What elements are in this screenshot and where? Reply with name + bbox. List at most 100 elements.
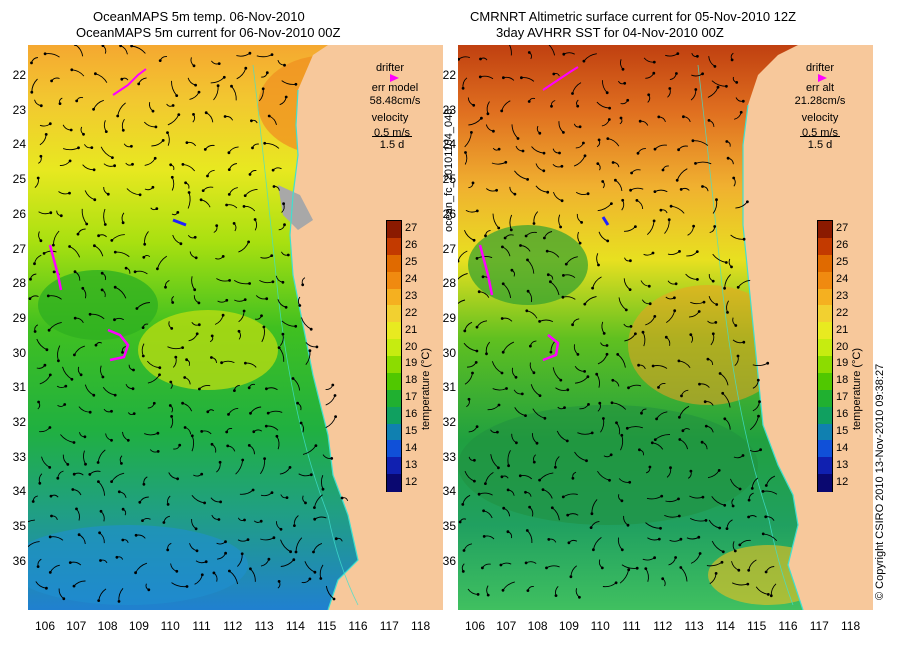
current-streamlet bbox=[187, 192, 191, 209]
current-vector-head bbox=[610, 401, 614, 405]
current-vector-head bbox=[677, 497, 680, 501]
current-vector-head bbox=[206, 410, 210, 414]
right-lon-label: 116 bbox=[778, 619, 798, 633]
current-vector-head bbox=[677, 359, 681, 363]
current-vector-head bbox=[742, 237, 746, 241]
current-vector-head bbox=[525, 309, 529, 313]
current-vector-head bbox=[56, 476, 60, 480]
current-vector-head bbox=[499, 563, 503, 567]
current-vector-head bbox=[243, 518, 246, 522]
current-vector-head bbox=[110, 239, 114, 242]
current-vector-head bbox=[561, 295, 565, 299]
right-lat-label: 33 bbox=[442, 449, 456, 464]
current-vector-head bbox=[106, 192, 110, 196]
current-vector-head bbox=[68, 191, 71, 195]
current-vector-head bbox=[272, 185, 276, 188]
current-vector-head bbox=[605, 91, 609, 95]
right-warm-tongue bbox=[628, 285, 788, 405]
current-vector-head bbox=[635, 199, 639, 202]
right-colorbar-swatch bbox=[818, 389, 832, 408]
current-vector-head bbox=[611, 161, 615, 164]
current-vector-head bbox=[259, 519, 263, 523]
current-vector-head bbox=[560, 164, 564, 168]
right-colorbar-tick: 16 bbox=[836, 408, 849, 421]
current-vector-head bbox=[190, 434, 194, 438]
current-vector-head bbox=[526, 289, 530, 293]
right-title-line1: CMRNRT Altimetric surface current for 05… bbox=[470, 9, 797, 24]
current-vector-head bbox=[657, 537, 661, 541]
left-lat-label: 32 bbox=[12, 415, 26, 429]
current-vector-head bbox=[704, 519, 708, 522]
current-vector-head bbox=[99, 509, 103, 513]
current-vector-head bbox=[197, 90, 201, 94]
current-vector-head bbox=[500, 371, 504, 375]
right-coastline bbox=[742, 104, 804, 610]
current-vector-head bbox=[704, 424, 708, 428]
left-colorbar-swatch bbox=[387, 406, 401, 424]
current-vector-head bbox=[83, 435, 87, 439]
current-vector-head bbox=[187, 191, 191, 194]
current-vector-head bbox=[651, 364, 655, 368]
current-vector-head bbox=[621, 67, 625, 71]
current-vector-head bbox=[168, 404, 172, 407]
current-vector-head bbox=[155, 207, 159, 211]
current-vector-head bbox=[225, 430, 229, 434]
current-vector-head bbox=[183, 426, 187, 429]
left-lon-label: 116 bbox=[348, 619, 368, 633]
left-lat-label: 31 bbox=[12, 380, 26, 395]
current-vector-head bbox=[233, 389, 236, 392]
right-legend-err-label: err alt bbox=[805, 82, 835, 94]
current-vector-head bbox=[110, 438, 113, 442]
current-vector-head bbox=[72, 441, 76, 444]
current-vector-head bbox=[667, 218, 671, 222]
current-vector-head bbox=[571, 476, 575, 480]
current-vector-head bbox=[602, 417, 605, 420]
current-vector-head bbox=[70, 68, 74, 72]
current-vector-head bbox=[637, 363, 640, 367]
current-vector-head bbox=[741, 454, 745, 457]
current-vector-head bbox=[462, 549, 466, 552]
current-vector-head bbox=[626, 523, 630, 527]
left-colorbar-swatch bbox=[387, 389, 401, 408]
left-lon-label: 117 bbox=[379, 619, 399, 633]
current-vector-head bbox=[515, 441, 518, 445]
current-vector-head bbox=[701, 495, 705, 499]
current-vector-head bbox=[526, 589, 530, 592]
right-velocity-scale-bar bbox=[800, 136, 840, 137]
current-vector-head bbox=[547, 538, 551, 541]
current-vector-head bbox=[700, 440, 704, 444]
right-map-panel bbox=[458, 45, 873, 610]
current-vector-head bbox=[94, 343, 98, 347]
left-map-svg bbox=[28, 45, 443, 610]
current-vector-head bbox=[543, 236, 546, 240]
current-vector-head bbox=[49, 211, 53, 215]
current-vector-head bbox=[298, 304, 302, 307]
current-vector-head bbox=[100, 271, 104, 275]
current-vector-head bbox=[653, 315, 657, 318]
left-lon-label: 110 bbox=[160, 619, 180, 633]
current-vector-head bbox=[532, 460, 536, 464]
current-vector-head bbox=[611, 378, 615, 382]
current-vector-head bbox=[117, 490, 121, 494]
right-lon-label: 107 bbox=[496, 619, 517, 633]
current-vector-head bbox=[237, 329, 241, 333]
current-vector-head bbox=[659, 526, 662, 530]
current-vector-head bbox=[569, 575, 573, 579]
current-vector-head bbox=[138, 193, 142, 197]
current-vector-head bbox=[677, 148, 680, 152]
left-drifter-track-3 bbox=[107, 328, 130, 362]
current-vector-head bbox=[263, 141, 267, 145]
left-drifter-track-4 bbox=[172, 218, 187, 227]
current-vector-head bbox=[550, 506, 554, 510]
left-isobath bbox=[252, 64, 359, 606]
right-lat-label: 26 bbox=[442, 206, 456, 221]
left-legend-err-value: 58.48cm/s bbox=[369, 95, 421, 107]
current-vector-head bbox=[192, 113, 195, 116]
current-vector-head bbox=[735, 81, 739, 84]
current-vector-head bbox=[137, 82, 141, 86]
current-vector-head bbox=[628, 480, 632, 484]
current-vector-head bbox=[653, 190, 657, 194]
current-vector-head bbox=[676, 52, 680, 55]
current-vector-head bbox=[723, 417, 727, 421]
left-colorbar-swatch bbox=[387, 254, 401, 273]
